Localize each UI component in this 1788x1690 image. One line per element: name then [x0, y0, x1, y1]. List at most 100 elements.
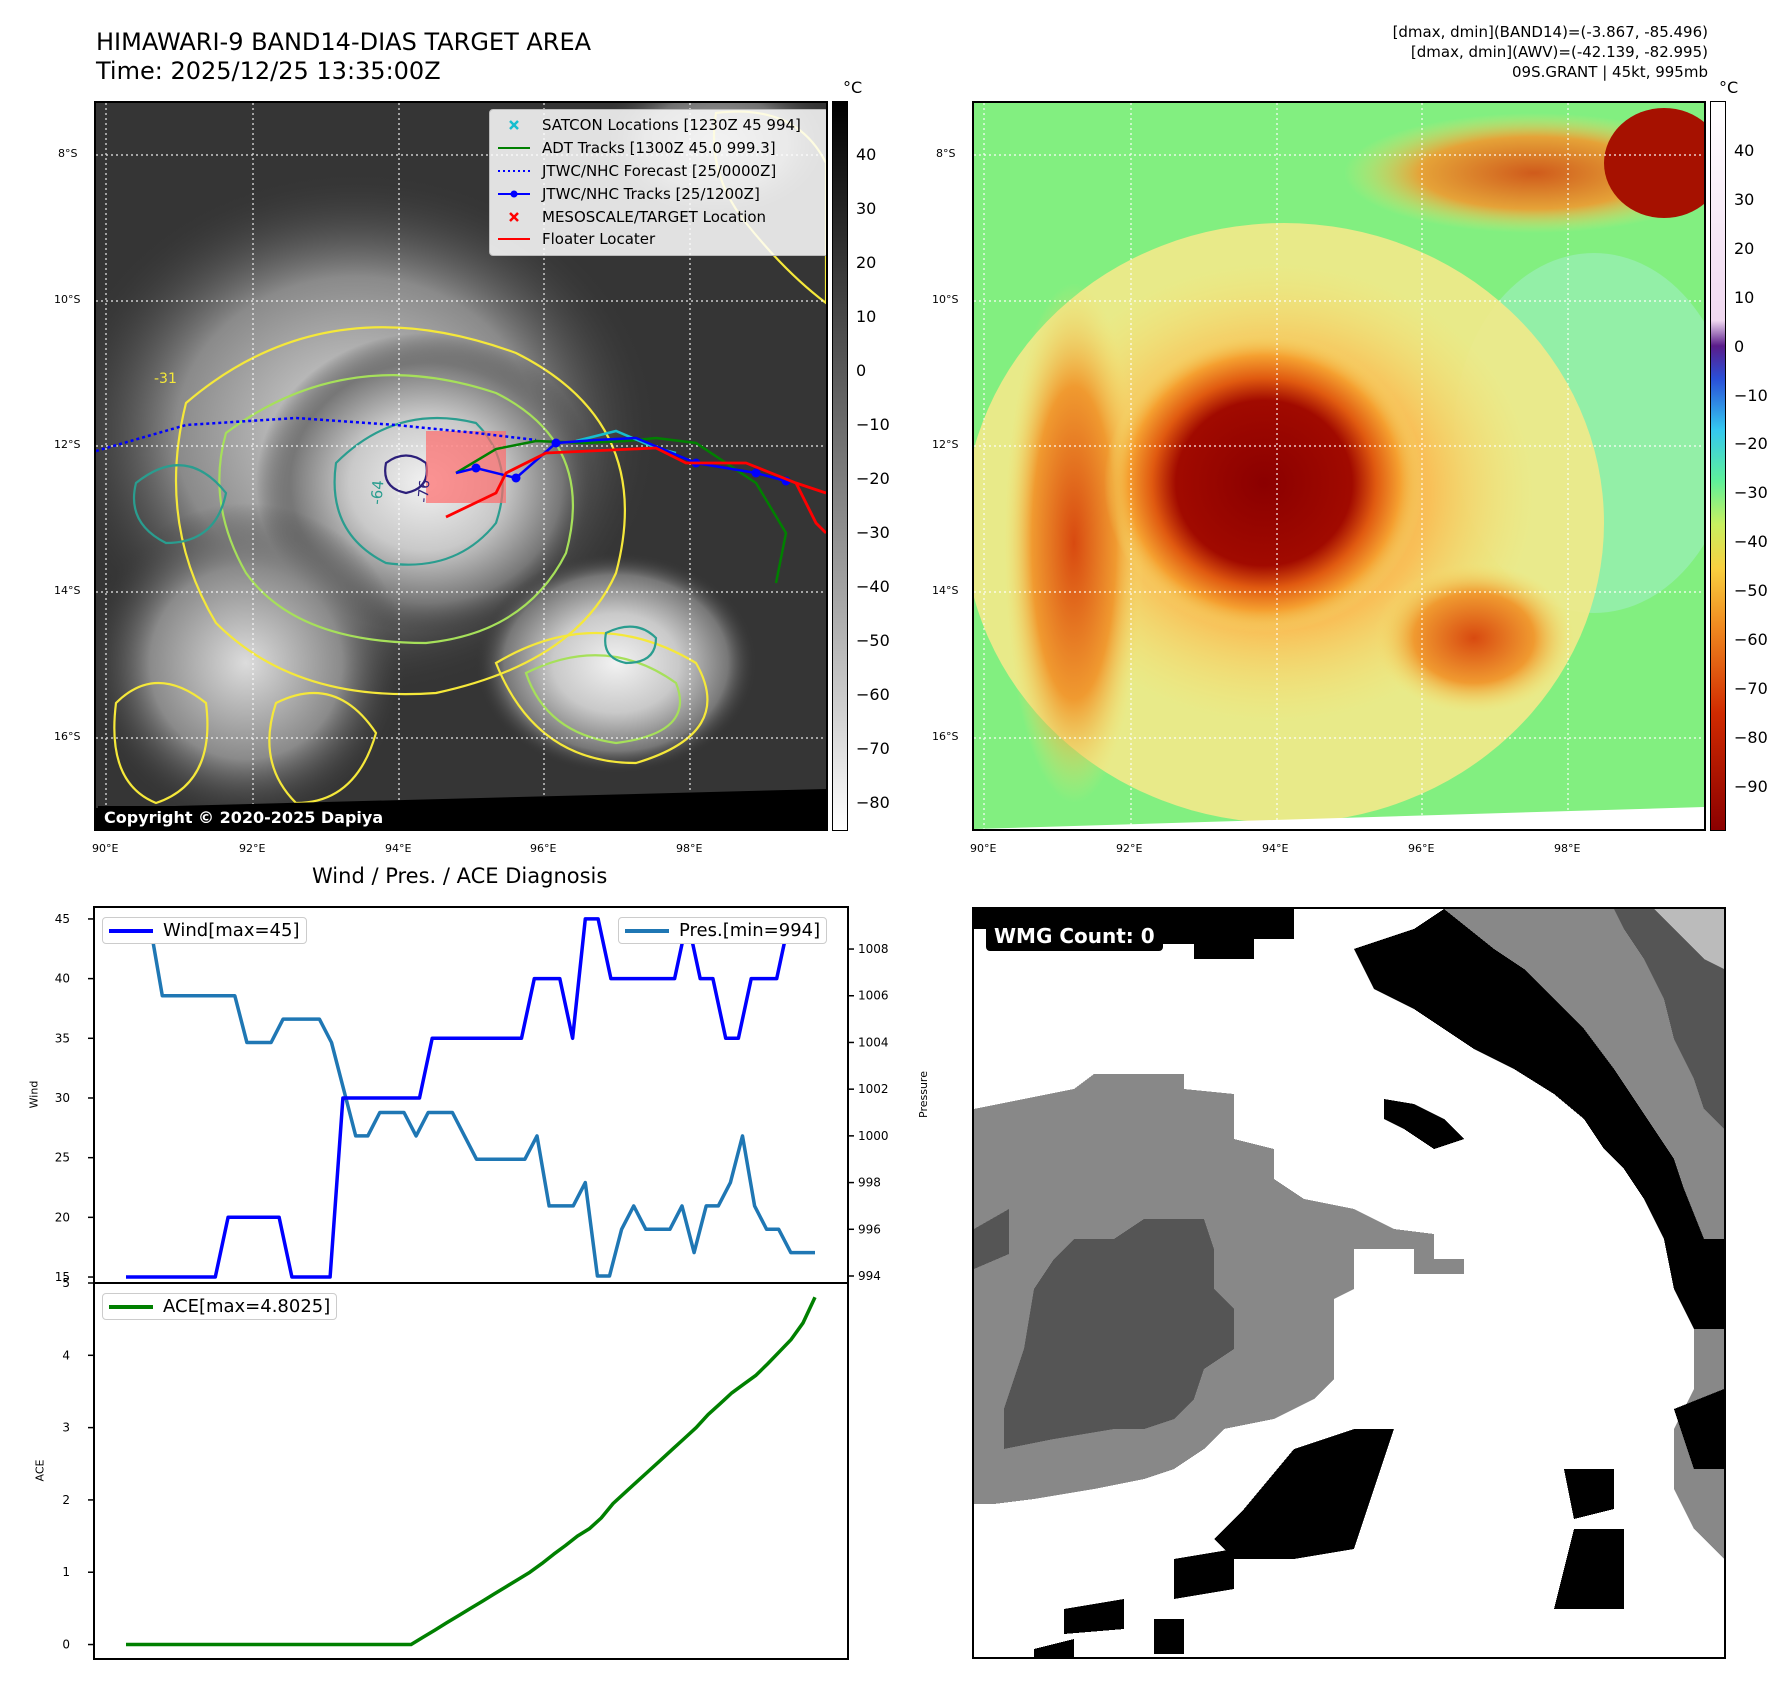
- colorbar-tick: 0: [856, 361, 867, 380]
- colorbar-tick: −70: [1734, 678, 1768, 698]
- lon-label: 92°E: [239, 842, 266, 855]
- lat-label: 14°S: [54, 584, 81, 597]
- colorbar-tick: −20: [1734, 434, 1768, 454]
- lat-label: 16°S: [54, 730, 81, 743]
- lat-label: 14°S: [932, 584, 959, 597]
- colorbar-tick: −40: [856, 577, 890, 596]
- colorbar-tick: 40: [856, 145, 877, 164]
- wmg-panel: WMG Count: 0: [972, 907, 1726, 1659]
- wmg-count-label: WMG Count: 0: [986, 921, 1163, 951]
- chart-time: Time: 2025/12/25 13:35:00Z: [96, 57, 441, 85]
- colorbar-tick: −40: [1734, 532, 1768, 552]
- colorbar-tick: −90: [1734, 776, 1768, 796]
- ace-tick: 2: [62, 1493, 70, 1507]
- wmg-image: [974, 909, 1724, 1657]
- ace-tick: 0: [62, 1638, 70, 1652]
- colorbar-tick: −30: [1734, 483, 1768, 503]
- storm-info: 09S.GRANT | 45kt, 995mb: [1511, 63, 1708, 81]
- lon-label: 98°E: [676, 842, 703, 855]
- colorbar-tick: −20: [856, 469, 890, 488]
- colorbar-tick: 0: [1734, 336, 1745, 356]
- colorbar-tick: −80: [1734, 727, 1768, 747]
- colorbar-tick: −80: [856, 793, 890, 812]
- wind-tick: 20: [55, 1210, 70, 1224]
- colorbar-tick: 10: [1734, 287, 1755, 307]
- awv-colorbar: [1710, 101, 1726, 831]
- colorbar-tick: −10: [856, 415, 890, 434]
- lat-label: 16°S: [932, 730, 959, 743]
- ace-series-line: [126, 1296, 817, 1647]
- legend-item: Floater Locater: [496, 228, 822, 251]
- contour-label: -31: [154, 371, 177, 387]
- awv-range: [dmax, dmin](AWV)=(-42.139, -82.995): [1410, 43, 1708, 61]
- wind-axis-label: Wind: [27, 1080, 41, 1109]
- colorbar-tick: 30: [856, 199, 877, 218]
- line-dot-icon: [496, 186, 532, 202]
- legend-label: ACE[max=4.8025]: [163, 1296, 331, 1317]
- wind-legend: Wind[max=45]: [102, 917, 307, 944]
- pressure-tick: 1006: [858, 989, 889, 1003]
- x-marker-icon: [496, 117, 532, 133]
- colorbar-tick: 10: [856, 307, 877, 326]
- awv-map-panel: [972, 101, 1706, 831]
- legend-swatch: [109, 928, 153, 933]
- ir-colorbar: [832, 101, 848, 831]
- dotted-line-icon: [496, 163, 532, 179]
- pressure-tick: 1002: [858, 1082, 889, 1096]
- contour-label: -76: [416, 479, 434, 503]
- pressure-axis-label: Pressure: [916, 1071, 930, 1118]
- legend-item: JTWC/NHC Tracks [25/1200Z]: [496, 182, 822, 205]
- colorbar-tick: 40: [1734, 141, 1755, 160]
- ir-legend: SATCON Locations [1230Z 45 994] ADT Trac…: [489, 109, 826, 256]
- chart-title: HIMAWARI-9 BAND14-DIAS TARGET AREA: [96, 28, 592, 56]
- lon-label: 96°E: [530, 842, 557, 855]
- colorbar-tick: 20: [856, 253, 877, 272]
- pressure-tick: 996: [858, 1222, 881, 1236]
- lon-label: 94°E: [1262, 842, 1289, 855]
- wind-pres-axes: [93, 906, 849, 1284]
- x-marker-icon: [496, 209, 532, 225]
- pressure-tick: 1004: [858, 1035, 889, 1049]
- legend-label: JTWC/NHC Forecast [25/0000Z]: [542, 161, 777, 180]
- wind-tick: 30: [55, 1091, 70, 1105]
- ace-tick: 3: [62, 1421, 70, 1435]
- pressure-tick: 994: [858, 1269, 881, 1283]
- colorbar-tick: −60: [1734, 630, 1768, 649]
- legend-label: Floater Locater: [542, 230, 656, 249]
- ace-axis-label: ACE: [33, 1459, 47, 1482]
- wind-tick: 40: [55, 972, 70, 986]
- colorbar-tick: 20: [1734, 238, 1755, 258]
- pressure-series-line: [126, 923, 815, 1278]
- wind-tick: 15: [55, 1270, 70, 1284]
- lat-label: 12°S: [932, 438, 959, 451]
- lon-label: 94°E: [385, 842, 412, 855]
- colorbar-unit: °C: [1719, 78, 1739, 97]
- colorbar-unit: °C: [843, 78, 863, 97]
- pressure-tick: 1008: [858, 942, 889, 956]
- band14-range: [dmax, dmin](BAND14)=(-3.867, -85.496): [1392, 23, 1708, 41]
- lon-label: 90°E: [970, 842, 997, 855]
- lon-label: 98°E: [1554, 842, 1581, 855]
- lat-label: 12°S: [54, 438, 81, 451]
- legend-item: MESOSCALE/TARGET Location: [496, 205, 822, 228]
- legend-label: SATCON Locations [1230Z 45 994]: [542, 116, 801, 135]
- wind-tick: 45: [55, 912, 70, 926]
- copyright-label: Copyright © 2020-2025 Dapiya: [98, 806, 390, 829]
- ace-axes: [93, 1282, 849, 1660]
- lat-label: 8°S: [58, 147, 78, 160]
- legend-label: Wind[max=45]: [163, 920, 300, 941]
- diagnosis-title: Wind / Pres. / ACE Diagnosis: [312, 864, 608, 888]
- lon-label: 90°E: [92, 842, 119, 855]
- pressure-tick: 998: [858, 1176, 881, 1190]
- legend-label: Pres.[min=994]: [679, 920, 821, 941]
- legend-item: ADT Tracks [1300Z 45.0 999.3]: [496, 137, 822, 160]
- legend-item: SATCON Locations [1230Z 45 994]: [496, 114, 822, 137]
- ace-tick: 1: [62, 1565, 70, 1579]
- legend-swatch: [625, 928, 669, 933]
- legend-swatch: [109, 1304, 153, 1309]
- legend-label: ADT Tracks [1300Z 45.0 999.3]: [542, 139, 776, 158]
- colorbar-tick: −70: [856, 739, 890, 758]
- lat-label: 8°S: [936, 147, 956, 160]
- lon-label: 96°E: [1408, 842, 1435, 855]
- ace-tick: 5: [62, 1276, 70, 1290]
